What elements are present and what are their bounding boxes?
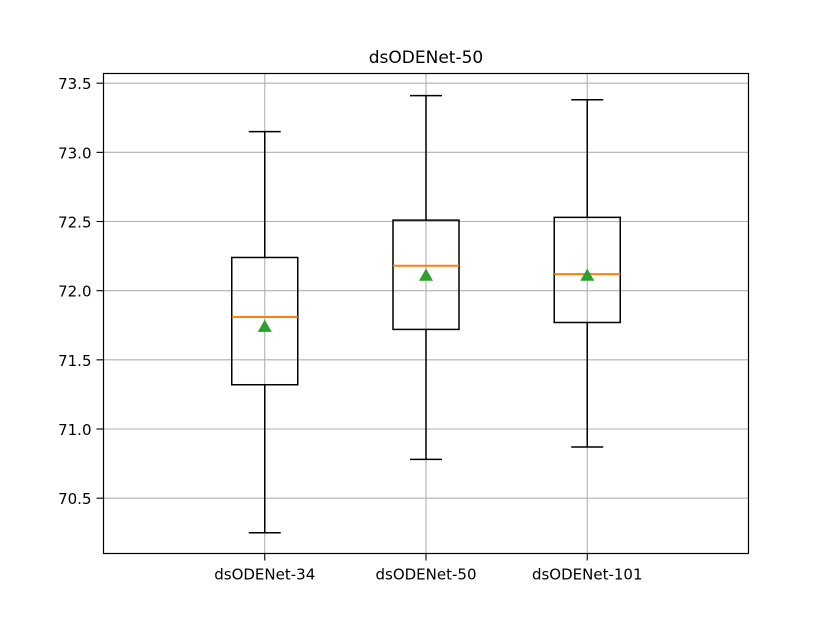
x-tick-label: dsODENet-50 (375, 566, 476, 584)
iqr-box (553, 216, 621, 324)
y-tick-label: 73.5 (58, 75, 91, 93)
y-tick-label: 72.5 (58, 214, 91, 232)
chart-title: dsODENet-50 (369, 48, 483, 68)
y-tick-label: 71.5 (58, 352, 91, 370)
y-tick-label: 72.0 (58, 283, 91, 301)
box-group-dsodenet-50 (392, 94, 460, 461)
box-plot-boxes (231, 94, 621, 534)
box-group-dsodenet-34 (231, 130, 299, 534)
x-axis-ticks: dsODENet-34 dsODENet-50 dsODENet-101 (214, 553, 643, 584)
iqr-box (231, 256, 299, 386)
mean-marker (419, 268, 433, 281)
iqr-box (392, 219, 460, 331)
box-group-dsodenet-101 (553, 99, 621, 448)
y-tick-label: 70.5 (58, 490, 91, 508)
y-axis-ticks: 70.5 71.0 71.5 72.0 72.5 73.0 73.5 (58, 75, 104, 508)
mean-marker (580, 268, 595, 281)
x-tick-label: dsODENet-34 (214, 566, 315, 584)
y-tick-label: 71.0 (58, 421, 91, 439)
mean-marker (257, 319, 272, 332)
y-tick-label: 73.0 (58, 144, 91, 162)
x-tick-label: dsODENet-101 (532, 566, 643, 584)
